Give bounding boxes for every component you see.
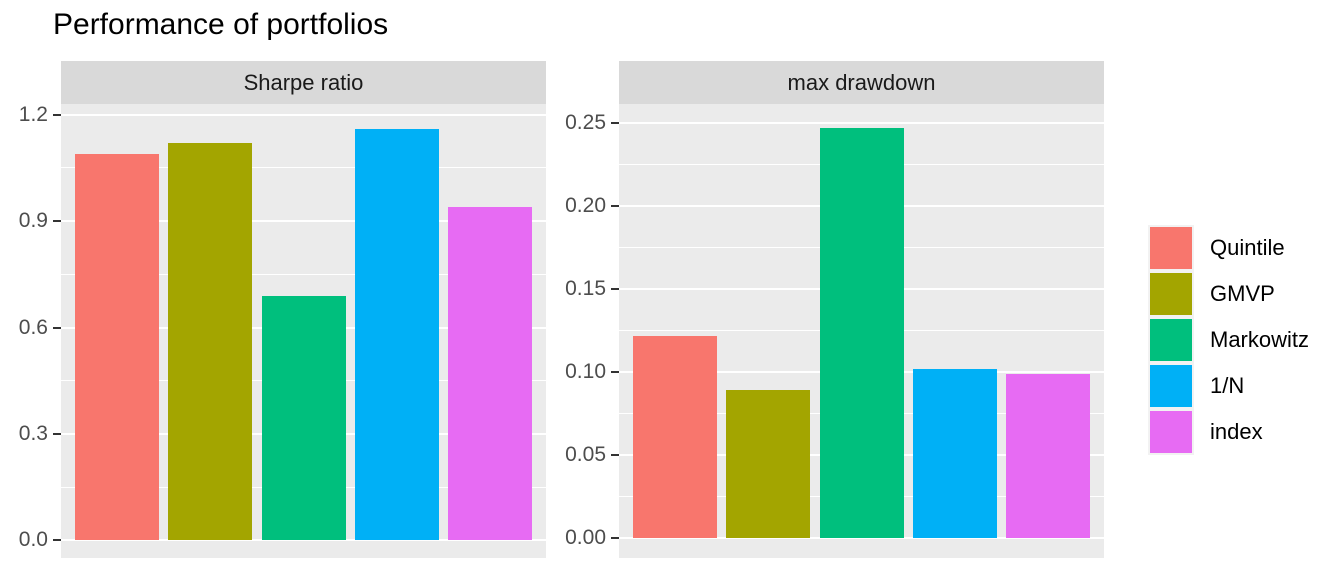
- y-axis-tick-label: 0.05: [565, 443, 606, 466]
- legend-swatch-index: [1150, 411, 1192, 453]
- bar-gmvp: [168, 143, 253, 541]
- y-axis-tick-mark: [53, 432, 61, 435]
- legend-key-markowitz: [1148, 317, 1194, 363]
- gridline-minor: [61, 273, 546, 275]
- bar-index: [448, 206, 532, 541]
- y-axis-tick-mark: [611, 205, 619, 207]
- y-axis-tick-mark: [53, 113, 61, 116]
- y-axis-tick-mark: [611, 537, 619, 540]
- chart-panel: [619, 104, 1104, 558]
- facet-strip: max drawdown: [619, 61, 1104, 104]
- gridline-minor: [61, 167, 546, 169]
- legend-swatch-1-n: [1150, 365, 1192, 407]
- legend-key-index: [1148, 409, 1194, 455]
- bar-1-n: [354, 128, 439, 541]
- legend-key-quintile: [1148, 225, 1194, 271]
- y-axis-tick-mark: [53, 220, 61, 222]
- gridline-major: [61, 113, 546, 116]
- chart-title: Performance of portfolios: [53, 8, 389, 41]
- y-axis-tick-mark: [611, 371, 619, 373]
- legend-label: GMVP: [1210, 281, 1275, 306]
- y-axis-tick-mark: [611, 121, 619, 124]
- facet-strip-label: Sharpe ratio: [243, 69, 364, 95]
- gridline-major: [61, 539, 546, 542]
- bar-gmvp: [726, 390, 811, 539]
- legend-label: 1/N: [1210, 373, 1245, 398]
- gridline-major: [619, 121, 1104, 124]
- y-axis-tick-label: 0.00: [565, 526, 606, 550]
- y-axis-tick-label: 0.20: [565, 194, 606, 217]
- legend-label: Markowitz: [1210, 327, 1310, 352]
- legend-swatch-quintile: [1150, 227, 1192, 269]
- facet-strip-label: max drawdown: [787, 69, 936, 95]
- bar-index: [1006, 373, 1090, 539]
- legend-swatch-markowitz: [1150, 319, 1192, 361]
- facet-strip: Sharpe ratio: [61, 61, 546, 104]
- y-axis-tick-label: 0.25: [565, 110, 606, 134]
- legend-swatch-gmvp: [1150, 273, 1192, 315]
- bar-1-n: [912, 368, 997, 539]
- legend: Quintile GMVP Markowitz 1/N index: [1148, 225, 1344, 455]
- legend-key-1-n: [1148, 363, 1194, 409]
- bar-quintile: [75, 153, 159, 541]
- y-axis-tick-label: 0.10: [565, 360, 606, 383]
- y-axis-tick-label: 0.3: [18, 421, 48, 445]
- y-axis-tick-mark: [611, 454, 619, 456]
- y-axis-tick-label: 0.0: [18, 528, 48, 552]
- chart-panel: [61, 104, 546, 558]
- y-axis-tick-mark: [53, 326, 61, 329]
- gridline-major: [619, 537, 1104, 540]
- bar-markowitz: [261, 295, 346, 541]
- y-axis-tick-label: 0.15: [565, 277, 606, 300]
- legend-label: Quintile: [1210, 235, 1285, 260]
- bar-markowitz: [819, 127, 904, 539]
- y-axis-tick-label: 0.6: [18, 315, 48, 339]
- bar-quintile: [633, 335, 717, 539]
- y-axis-tick-mark: [53, 539, 61, 542]
- y-axis-tick-label: 1.2: [18, 102, 48, 126]
- y-axis-tick-label: 0.9: [18, 209, 48, 232]
- legend-key-gmvp: [1148, 271, 1194, 317]
- y-axis-tick-mark: [611, 288, 619, 290]
- gridline-major: [61, 220, 546, 222]
- legend-label: index: [1210, 419, 1263, 444]
